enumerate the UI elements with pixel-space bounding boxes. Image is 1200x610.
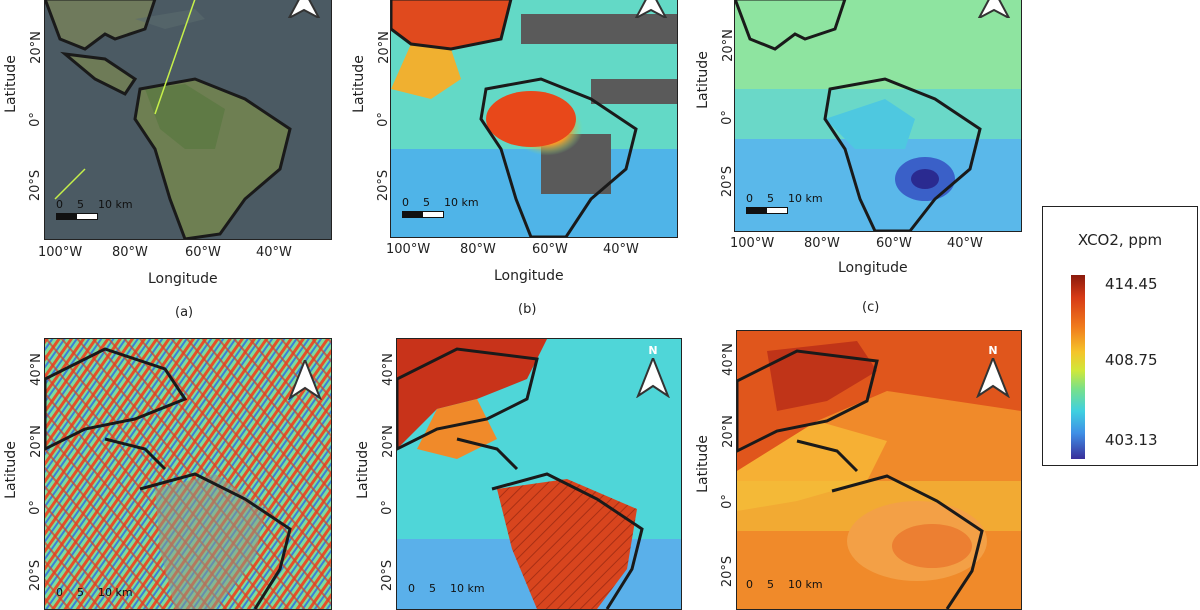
lon-tick: 40°W: [256, 245, 292, 260]
lat-tick: 0°: [27, 112, 43, 127]
colorbar-legend: XCO2, ppm 414.45 408.75 403.13: [1042, 206, 1198, 466]
y-axis-label: Latitude: [2, 55, 19, 113]
lat-tick: 20°N: [376, 31, 392, 64]
north-label: N: [988, 344, 998, 357]
scale-bar-label: 0 5 10 km: [746, 578, 823, 591]
y-axis-label: Latitude: [2, 441, 19, 499]
map-b: [390, 0, 678, 238]
lat-tick: 20°S: [28, 559, 44, 592]
scale-bar-label: 0 5 10 km: [408, 582, 485, 595]
y-axis-label: Latitude: [694, 51, 711, 109]
north-label: N: [648, 344, 658, 357]
lon-tick: 100°W: [386, 242, 431, 257]
lat-tick: 0°: [719, 110, 735, 125]
map-d: [44, 338, 332, 610]
map-e: [396, 338, 682, 610]
map-f: [736, 330, 1022, 610]
lon-tick: 40°W: [947, 236, 983, 251]
lon-tick: 80°W: [804, 236, 840, 251]
lon-tick: 80°W: [112, 245, 148, 260]
map-c: [734, 0, 1022, 232]
lat-tick: 20°S: [376, 169, 392, 202]
lon-tick: 100°W: [730, 236, 775, 251]
lat-tick: 0°: [27, 500, 43, 515]
panel-caption: (b): [518, 302, 537, 317]
north-arrow-icon: [975, 0, 1013, 30]
scale-bar-label: 0 5 10 km: [746, 192, 823, 205]
lon-tick: 60°W: [876, 236, 912, 251]
lon-tick: 40°W: [603, 242, 639, 257]
lat-tick: 20°N: [720, 29, 736, 62]
lat-tick: 20°N: [28, 31, 44, 64]
colorbar: [1071, 275, 1085, 459]
scale-bar-label: 0 5 10 km: [402, 196, 479, 209]
lat-tick: 20°N: [380, 425, 396, 458]
x-axis-label: Longitude: [838, 260, 908, 276]
scale-bar: 0 5 10 km: [746, 578, 823, 591]
lat-tick: 40°N: [28, 353, 44, 386]
lat-tick: 20°S: [720, 165, 736, 198]
legend-mid: 408.75: [1105, 351, 1158, 369]
scale-bar-label: 0 5 10 km: [56, 586, 133, 599]
lat-tick: 40°N: [720, 343, 736, 376]
scale-bar: 0 5 10 km: [746, 192, 823, 214]
lon-tick: 60°W: [532, 242, 568, 257]
lat-tick: 0°: [379, 500, 395, 515]
lat-tick: 20°S: [28, 169, 44, 202]
lat-tick: 20°S: [720, 555, 736, 588]
panel-caption: (c): [862, 300, 880, 315]
north-arrow-icon: [632, 0, 670, 30]
lat-tick: 0°: [375, 112, 391, 127]
north-arrow-icon: [286, 357, 324, 401]
scale-bar-label: 0 5 10 km: [56, 198, 133, 211]
scale-bar: 0 5 10 km: [56, 586, 133, 599]
scale-bar: 0 5 10 km: [408, 582, 485, 595]
legend-min: 403.13: [1105, 431, 1158, 449]
lon-tick: 100°W: [38, 245, 83, 260]
scale-bar: 0 5 10 km: [56, 198, 133, 220]
panel-caption: (a): [175, 305, 194, 320]
x-axis-label: Longitude: [494, 268, 564, 284]
north-arrow-icon: N: [634, 344, 672, 399]
lat-tick: 40°N: [380, 353, 396, 386]
y-axis-label: Latitude: [354, 441, 371, 499]
legend-max: 414.45: [1105, 275, 1158, 293]
x-axis-label: Longitude: [148, 271, 218, 287]
lat-tick: 20°S: [380, 559, 396, 592]
lon-tick: 60°W: [185, 245, 221, 260]
north-arrow-icon: N: [974, 344, 1012, 399]
lat-tick: 20°N: [28, 425, 44, 458]
lat-tick: 0°: [719, 494, 735, 509]
y-axis-label: Latitude: [350, 55, 367, 113]
lat-tick: 20°N: [720, 415, 736, 448]
north-arrow-icon: [285, 0, 323, 30]
lon-tick: 80°W: [460, 242, 496, 257]
legend-title: XCO2, ppm: [1077, 231, 1163, 249]
y-axis-label: Latitude: [694, 435, 711, 493]
scale-bar: 0 5 10 km: [402, 196, 479, 218]
map-a: [44, 0, 332, 240]
